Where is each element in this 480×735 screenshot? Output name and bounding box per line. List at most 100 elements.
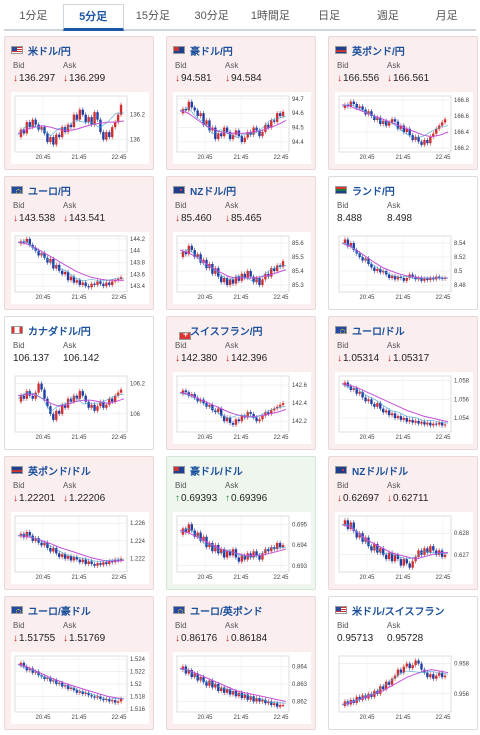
candle-body [220,687,223,691]
rate-card[interactable]: 英ポンド/円 Bid Ask ↓166.556 ↓166.561 166.8 166.6 16… [328,36,478,170]
candle-body [220,549,223,554]
tab-4[interactable]: 1時間足 [250,10,290,22]
bid-price: 106.137 [13,353,49,364]
candlestick-chart[interactable]: 0.958 0.956 20:45 21:45 22:45 [335,652,473,724]
candle-body [75,395,79,399]
rate-card[interactable]: ユーロ/円 Bid Ask ↓143.538 ↓143.541 144.2 144 143.8… [4,176,154,310]
card-header: 英ポンド/ドル [11,463,91,478]
bid-label: Bid [13,621,25,630]
candle-body [352,243,355,250]
currency-pair-link[interactable]: NZドル/円 [190,186,237,198]
candlestick-chart[interactable]: 1.058 1.056 1.054 20:45 21:45 22:45 [335,372,473,444]
currency-pair-link[interactable]: スイスフラン/円 [190,326,263,338]
candlestick-chart[interactable]: 0.864 0.863 0.862 20:45 21:45 22:45 [173,652,311,724]
arrow-up-icon: ↑ [225,493,230,504]
candlestick-chart[interactable]: 85.6 85.5 85.4 85.3 20:45 21:45 22:45 [173,232,311,304]
candlestick-chart[interactable]: 0.695 0.694 0.693 20:45 21:45 22:45 [173,512,311,584]
y-tick-label: 143.6 [130,272,146,278]
candle-body [72,687,76,691]
currency-pair-link[interactable]: ユーロ/円 [28,186,71,198]
candle-body [46,133,49,143]
tab-3[interactable]: 30分足 [194,10,229,22]
rate-card[interactable]: ユーロ/豪ドル Bid Ask ↓1.51755 ↓1.51769 1.524 1.522 1… [4,596,154,730]
card-header: ランド/円 [335,183,395,198]
currency-pair-link[interactable]: 米ドル/円 [28,46,71,58]
candle-body [55,134,58,145]
candle-body [443,554,447,557]
candlestick-chart[interactable]: 144.2 144 143.8 143.6 143.4 20:45 21:45 22:45 [11,232,149,304]
candle-body [261,699,264,702]
candle-body [196,673,199,681]
rate-card[interactable]: スイスフラン/円BidAsk↓142.380↓142.396142.6142.4… [166,316,316,450]
rate-card[interactable]: NZドル/円 Bid Ask ↓85.460 ↓85.465 85.6 85.5 85.4 85… [166,176,316,310]
candle-body [270,701,273,705]
currency-pair-link[interactable]: 英ポンド/円 [352,46,405,58]
x-tick-label: 20:45 [35,435,51,441]
candle-body [66,398,70,408]
currency-pair-link[interactable]: ユーロ/英ポンド [190,606,263,618]
candlestick-chart[interactable]: 94.7 94.6 94.5 94.4 20:45 21:45 22:45 [173,92,311,164]
x-tick-label: 21:45 [71,155,87,161]
candle-body [43,676,46,680]
currency-pair-link[interactable]: NZドル/ドル [352,466,409,478]
candlestick-chart[interactable]: 142.6 142.4 142.2 20:45 21:45 22:45 [173,372,311,444]
currency-pair-link[interactable]: ランド/円 [352,186,395,198]
x-tick-label: 20:45 [35,575,51,581]
currency-pair-link[interactable]: 英ポンド/ドル [28,466,91,478]
candle-body [429,422,432,426]
y-tick-label: 85.6 [292,241,304,247]
candlestick-chart[interactable]: 166.8 166.6 166.4 166.2 20:45 21:45 22:45 [335,92,473,164]
rate-card[interactable]: 米ドル/スイスフラン Bid Ask 0.95713 0.95728 0.958 0.956… [328,596,478,730]
candle-body [22,662,26,667]
tab-0[interactable]: 1分足 [19,10,48,22]
tab-5[interactable]: 日足 [318,10,341,22]
candle-body [408,563,411,568]
tab-6[interactable]: 週足 [376,10,399,22]
chart-svg: 0.695 0.694 0.693 20:45 21:45 22:45 [176,515,308,581]
candlestick-chart[interactable]: 8.54 8.52 8.5 8.48 20:45 21:45 22:45 [335,232,473,304]
tab-7[interactable]: 月足 [435,10,458,22]
rate-card[interactable]: カナダドル/円 Bid Ask 106.137 106.142 106.2 106 20:45… [4,316,154,450]
candle-body [231,134,235,140]
candle-body [405,128,408,132]
candle-body [220,133,223,137]
candlestick-chart[interactable]: 0.628 0.627 20:45 21:45 22:45 [335,512,473,584]
currency-pair-link[interactable]: ユーロ/ドル [352,326,405,338]
currency-pair-link[interactable]: ユーロ/豪ドル [28,606,91,618]
candle-body [105,282,108,287]
currency-pair-link[interactable]: 豪ドル/円 [190,46,233,58]
candle-body [278,404,282,407]
rate-card[interactable]: NZドル/ドル Bid Ask ↓0.62697 ↓0.62711 0.628 0.627 2… [328,456,478,590]
candle-body [281,403,285,405]
rate-card[interactable]: 豪ドル/円 Bid Ask ↓94.581 ↓94.584 94.7 94.6 94.5 94.… [166,36,316,170]
candle-body [373,267,376,271]
rate-card[interactable]: ユーロ/英ポンド Bid Ask ↓0.86176 ↓0.86184 0.864 0.863… [166,596,316,730]
candle-body [379,686,382,694]
candle-body [396,416,400,418]
candle-body [281,705,285,706]
rate-card[interactable]: 米ドル/円 Bid Ask ↓136.297 ↓136.299 136.2 136 20:45… [4,36,154,170]
ma-line [341,104,449,138]
rate-card[interactable]: 英ポンド/ドル Bid Ask ↓1.22201 ↓1.22206 1.226 1.224 1… [4,456,154,590]
ma-line [179,667,287,702]
candle-body [399,416,403,420]
x-tick-label: 20:45 [359,435,375,441]
currency-pair-link[interactable]: カナダドル/円 [28,326,91,338]
candlestick-chart[interactable]: 136.2 136 20:45 21:45 22:45 [11,92,149,164]
rate-card[interactable]: ランド/円 Bid Ask 8.488 8.498 8.54 8.52 8.5 8.48 20:4… [328,176,478,310]
candlestick-chart[interactable]: 106.2 106 20:45 21:45 22:45 [11,372,149,444]
candle-body [181,666,185,670]
rate-card[interactable]: 豪ドル/ドル Bid Ask ↑0.69393 ↑0.69396 0.695 0.694 0.… [166,456,316,590]
currency-pair-link[interactable]: 米ドル/スイスフラン [352,606,445,618]
candle-body [423,278,426,281]
candle-body [90,404,93,408]
tab-1[interactable]: 5分足 [62,4,124,31]
tab-2[interactable]: 15分足 [135,10,170,22]
currency-pair-link[interactable]: 豪ドル/ドル [190,466,243,478]
candlestick-chart[interactable]: 1.226 1.224 1.222 20:45 21:45 22:45 [11,512,149,584]
rate-card[interactable]: ユーロ/ドル Bid Ask ↓1.05314 ↓1.05317 1.058 1.056 1.… [328,316,478,450]
candlestick-chart[interactable]: 1.524 1.522 1.52 1.518 1.516 20:45 21:45 22:45 [11,652,149,724]
plot-frame [176,235,290,293]
candle-body [19,395,23,402]
candle-body [258,419,261,422]
